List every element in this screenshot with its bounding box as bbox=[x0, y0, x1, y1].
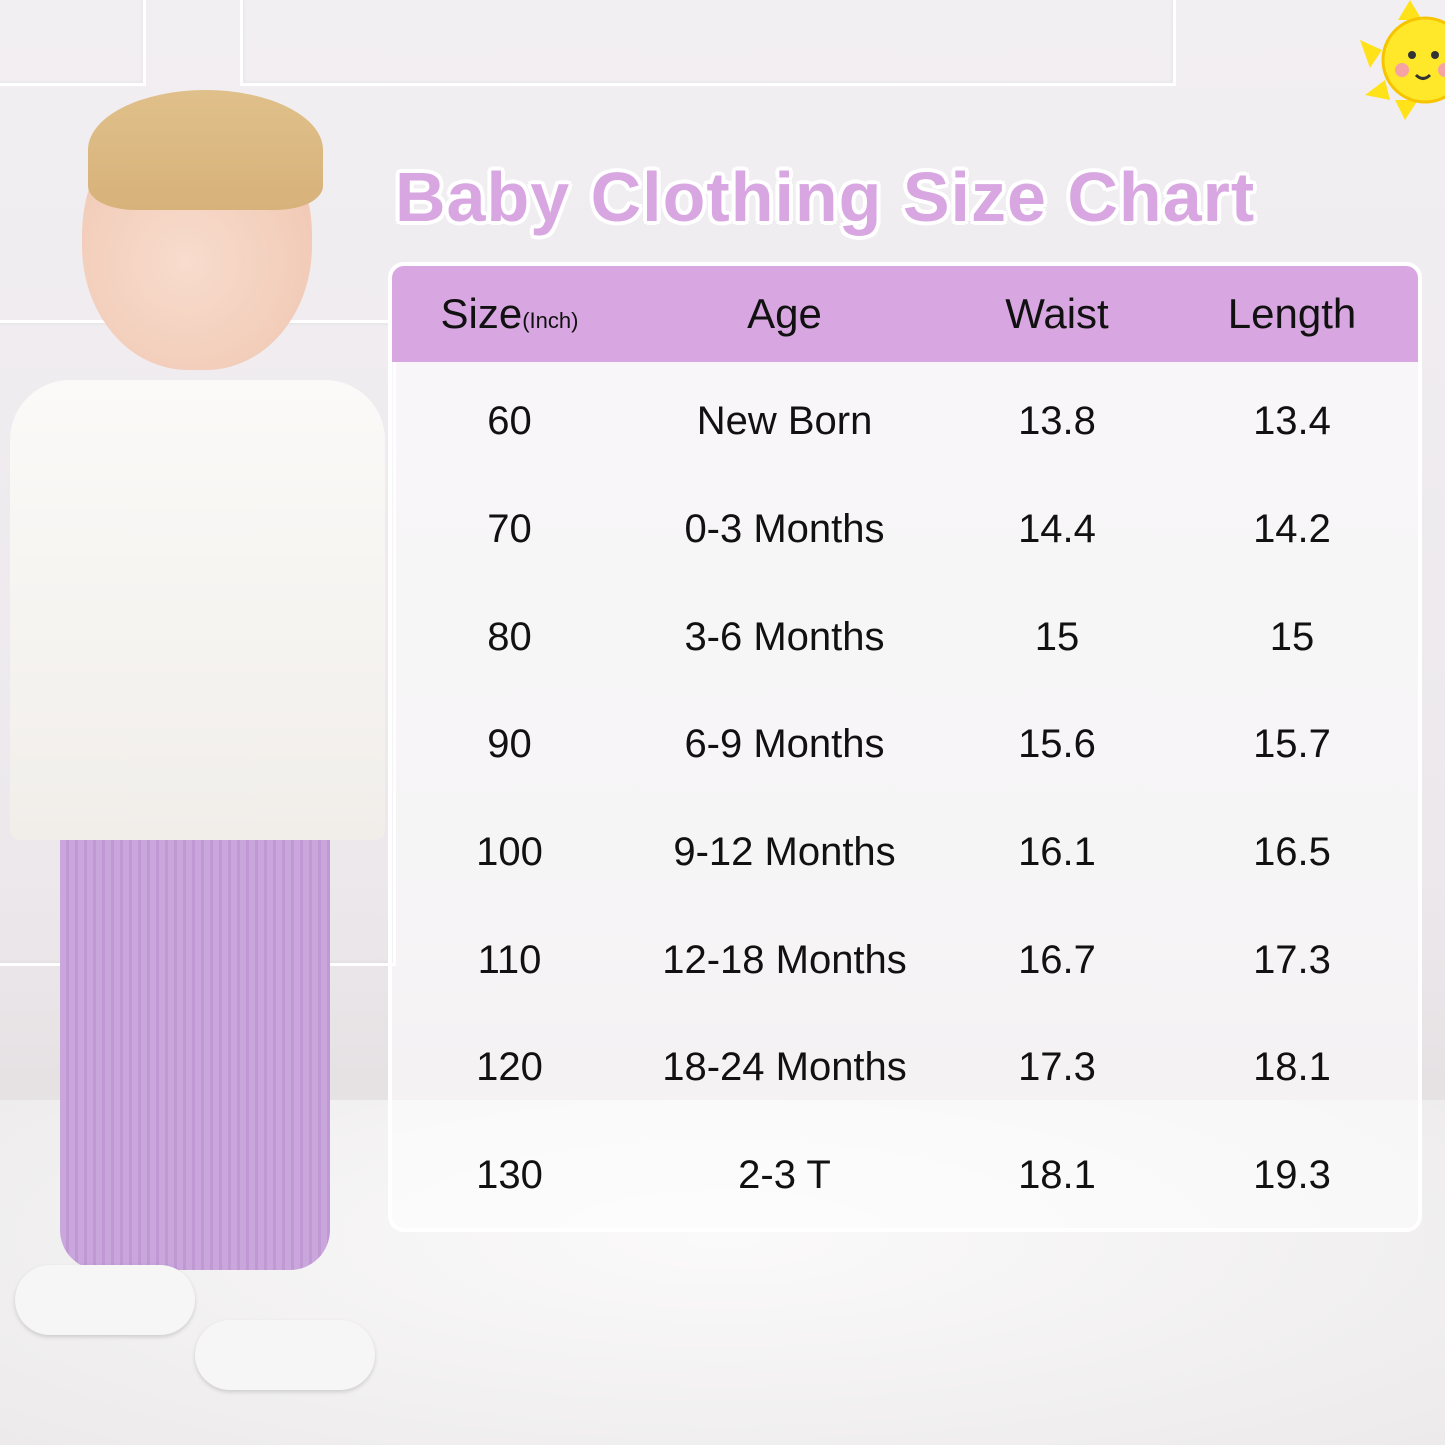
baby-photo bbox=[0, 80, 400, 1410]
size-table: Size(Inch) Age Waist Length 60 New Born 13… bbox=[388, 262, 1422, 1232]
cell-size: 120 bbox=[476, 1045, 543, 1090]
wall-panel bbox=[240, 0, 1176, 86]
table-row: 110 12-18 Months 16.7 17.3 bbox=[392, 906, 1418, 1014]
cell-waist: 15 bbox=[1034, 614, 1080, 659]
cell-size: 60 bbox=[487, 399, 532, 444]
pants bbox=[60, 820, 330, 1270]
cell-age: 6-9 Months bbox=[684, 722, 885, 767]
cell-size: 80 bbox=[487, 614, 532, 659]
cell-waist: 17.3 bbox=[1018, 1045, 1096, 1090]
table-body: 60 New Born 13.8 13.4 70 0-3 Months 14.4 14.2 80… bbox=[392, 362, 1418, 1228]
cell-size: 70 bbox=[487, 507, 532, 552]
cell-length: 18.1 bbox=[1253, 1045, 1331, 1090]
cell-size: 90 bbox=[487, 722, 532, 767]
header-size: Size(Inch) bbox=[392, 290, 627, 338]
cell-age: New Born bbox=[696, 399, 873, 444]
cell-size: 130 bbox=[476, 1153, 543, 1198]
cell-length: 17.3 bbox=[1253, 937, 1331, 982]
cell-size: 110 bbox=[477, 937, 542, 982]
cell-age: 2-3 T bbox=[738, 1153, 831, 1198]
table-row: 60 New Born 13.8 13.4 bbox=[392, 368, 1418, 476]
table-header: Size(Inch) Age Waist Length bbox=[392, 266, 1418, 362]
cell-length: 15.7 bbox=[1253, 722, 1331, 767]
cell-waist: 15.6 bbox=[1018, 722, 1096, 767]
header-size-unit: (Inch) bbox=[522, 308, 579, 333]
chart-title: Baby Clothing Size Chart bbox=[395, 158, 1256, 236]
cell-length: 19.3 bbox=[1253, 1153, 1331, 1198]
cell-waist: 16.7 bbox=[1018, 937, 1096, 982]
cell-age: 12-18 Months bbox=[662, 937, 907, 982]
table-row: 130 2-3 T 18.1 19.3 bbox=[392, 1122, 1418, 1228]
shoe bbox=[15, 1265, 195, 1335]
wall-panel bbox=[0, 0, 146, 86]
shirt bbox=[10, 380, 385, 840]
shoe bbox=[195, 1320, 375, 1390]
cell-waist: 14.4 bbox=[1018, 507, 1096, 552]
cell-age: 18-24 Months bbox=[662, 1045, 907, 1090]
cell-length: 15 bbox=[1269, 614, 1315, 659]
cell-age: 3-6 Months bbox=[684, 614, 885, 659]
header-age: Age bbox=[747, 290, 822, 337]
header-size-label: Size bbox=[440, 290, 523, 337]
cell-waist: 16.1 bbox=[1018, 830, 1096, 875]
table-row: 90 6-9 Months 15.6 15.7 bbox=[392, 691, 1418, 799]
cell-size: 100 bbox=[476, 830, 543, 875]
cell-age: 0-3 Months bbox=[684, 507, 885, 552]
cell-waist: 18.1 bbox=[1018, 1153, 1096, 1198]
cell-length: 14.2 bbox=[1253, 507, 1331, 552]
table-row: 120 18-24 Months 17.3 18.1 bbox=[392, 1014, 1418, 1122]
hair bbox=[88, 90, 323, 210]
header-waist: Waist bbox=[1005, 290, 1109, 337]
table-row: 80 3-6 Months 15 15 bbox=[392, 583, 1418, 691]
sun-icon bbox=[1360, 0, 1445, 120]
header-length: Length bbox=[1227, 290, 1357, 337]
cell-length: 13.4 bbox=[1253, 399, 1331, 444]
table-row: 70 0-3 Months 14.4 14.2 bbox=[392, 476, 1418, 584]
table-row: 100 9-12 Months 16.1 16.5 bbox=[392, 799, 1418, 907]
cell-length: 16.5 bbox=[1253, 830, 1331, 875]
cell-age: 9-12 Months bbox=[673, 830, 896, 875]
cell-waist: 13.8 bbox=[1018, 399, 1096, 444]
